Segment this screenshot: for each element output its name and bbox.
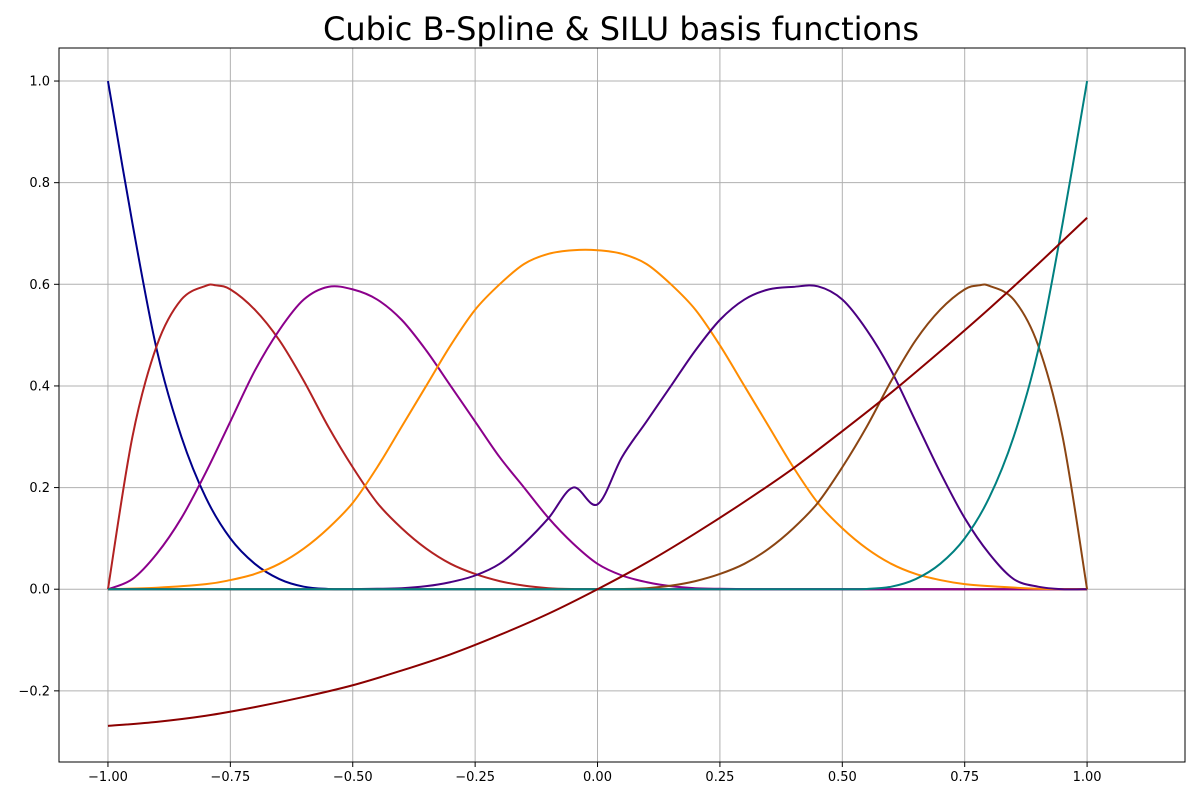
chart-title: Cubic B-Spline & SILU basis functions <box>323 10 919 48</box>
y-tick-label: 0.6 <box>29 278 50 293</box>
series-line-7 <box>107 80 1089 591</box>
y-tick-label: 0.2 <box>29 481 50 496</box>
grid <box>59 48 1185 762</box>
x-tick-label: 0.50 <box>828 770 857 785</box>
series-line-8 <box>107 217 1088 727</box>
x-tick-label: −0.75 <box>210 770 250 785</box>
series-group <box>106 80 1089 727</box>
x-tick-label: −0.50 <box>333 770 373 785</box>
x-tick-label: 0.25 <box>705 770 734 785</box>
plot-frame <box>58 47 1186 763</box>
x-tick-label: 1.00 <box>1073 770 1102 785</box>
x-tick-label: −0.25 <box>455 770 495 785</box>
x-tick-label: 0.75 <box>950 770 979 785</box>
x-tick-label: −1.00 <box>88 770 128 785</box>
series-line-5 <box>107 284 1088 591</box>
y-tick-label: 0.8 <box>29 176 50 191</box>
y-tick-label: 1.0 <box>29 75 50 90</box>
series-line-4 <box>107 248 1088 591</box>
x-tick-label: 0.00 <box>583 770 612 785</box>
ticks: −1.00 −0.75 −0.50 −0.25 0.00 0.25 0.50 0.75 1.00… <box>18 75 1101 785</box>
y-tick-label: −0.2 <box>18 684 50 699</box>
y-tick-label: 0.0 <box>29 583 50 598</box>
y-tick-label: 0.4 <box>29 379 50 394</box>
